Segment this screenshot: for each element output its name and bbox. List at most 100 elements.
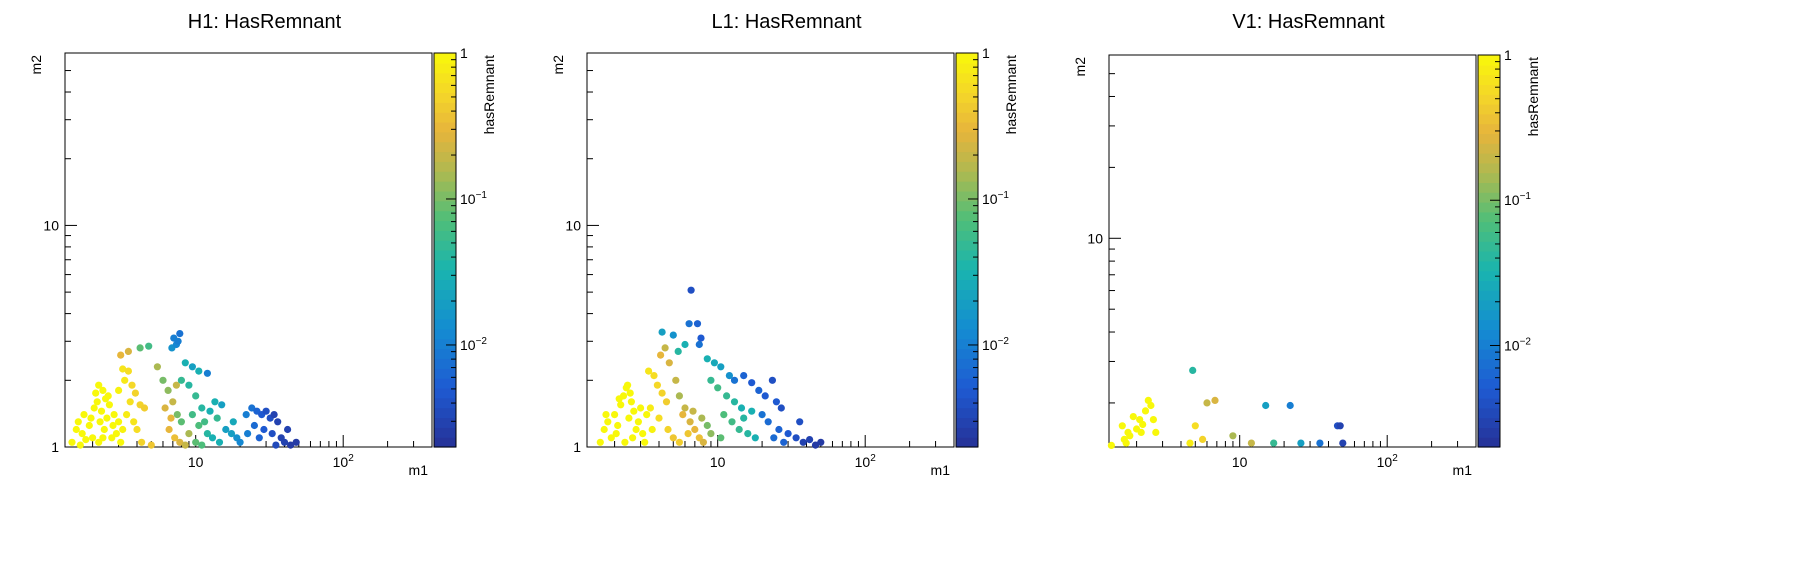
colorbar-band xyxy=(434,397,456,409)
data-point xyxy=(717,363,725,371)
data-point xyxy=(206,407,214,415)
colorbar-frame xyxy=(955,52,979,448)
colorbar-band xyxy=(434,102,456,113)
data-point xyxy=(1118,422,1126,430)
data-point xyxy=(121,376,129,384)
data-point xyxy=(236,438,244,446)
data-point xyxy=(1286,401,1294,410)
colorbar-band xyxy=(1478,211,1500,223)
data-point xyxy=(697,334,705,342)
colorbar-band xyxy=(956,240,978,251)
data-point xyxy=(811,441,820,449)
data-point xyxy=(761,392,769,400)
data-point xyxy=(689,407,697,415)
data-point xyxy=(119,425,127,434)
colorbar-band xyxy=(1478,74,1500,85)
plot-frame xyxy=(586,52,955,448)
data-point xyxy=(600,425,608,434)
data-point xyxy=(188,411,196,419)
data-point xyxy=(176,330,184,338)
colorbar-band xyxy=(956,171,978,182)
data-point xyxy=(679,411,687,419)
data-point xyxy=(653,381,662,389)
data-point xyxy=(1139,420,1147,429)
data-point xyxy=(639,430,647,438)
data-point xyxy=(198,404,206,412)
data-point xyxy=(198,441,206,449)
data-point xyxy=(675,438,684,446)
y-axis-label: m2 xyxy=(28,55,44,75)
colorbar-band xyxy=(956,141,978,153)
data-point xyxy=(685,320,693,328)
data-point xyxy=(764,418,772,426)
data-point xyxy=(177,376,185,384)
data-point xyxy=(1122,439,1130,447)
data-point xyxy=(735,425,743,434)
data-point xyxy=(133,425,141,434)
colorbar-band xyxy=(956,299,978,310)
colorbar-band xyxy=(1478,84,1500,95)
data-point xyxy=(85,421,93,430)
colorbar-tick-label: 10−1 xyxy=(982,190,1009,207)
colorbar-band xyxy=(1478,202,1500,213)
data-point xyxy=(203,369,211,377)
data-point xyxy=(723,392,731,400)
data-point xyxy=(720,411,728,419)
data-point xyxy=(272,441,280,449)
y-axis-label: m2 xyxy=(1072,57,1088,77)
data-point xyxy=(612,430,620,438)
colorbar-frame xyxy=(433,52,457,448)
y-axis-label: m2 xyxy=(550,55,566,75)
colorbar-band xyxy=(434,220,456,231)
colorbar-band xyxy=(434,171,456,182)
colorbar-band xyxy=(1478,349,1500,360)
data-point xyxy=(674,347,682,355)
colorbar-band xyxy=(434,348,456,359)
x-tick-label: 10 xyxy=(188,454,204,470)
colorbar-tick-label: 10−2 xyxy=(460,336,487,353)
colorbar-band xyxy=(956,72,978,84)
data-point xyxy=(657,351,665,359)
data-point xyxy=(621,438,629,446)
colorbar-band xyxy=(434,230,456,241)
chart-panel-1: H1: HasRemnant 10 102 1 10 m1 m2 1 10−1 10−2 hasRe… xyxy=(28,11,497,478)
data-point xyxy=(707,430,715,438)
data-point xyxy=(1297,439,1305,447)
data-point xyxy=(181,441,189,449)
colorbar: 1 10−1 10−2 hasRemnant xyxy=(1477,47,1541,448)
data-point xyxy=(681,404,689,412)
data-point xyxy=(687,286,695,294)
data-point xyxy=(698,414,706,422)
colorbar-band xyxy=(1478,280,1500,291)
data-point xyxy=(784,430,792,438)
data-point xyxy=(1141,407,1150,415)
data-point xyxy=(1189,366,1197,374)
data-point xyxy=(185,381,193,389)
data-point xyxy=(108,434,116,442)
data-point xyxy=(1191,422,1199,430)
colorbar-band xyxy=(956,378,978,389)
colorbar-band xyxy=(434,121,456,133)
data-point xyxy=(780,438,788,446)
data-point xyxy=(92,389,100,397)
data-point xyxy=(76,441,84,449)
data-point xyxy=(244,430,252,438)
data-point xyxy=(737,404,746,412)
colorbar-band xyxy=(1478,290,1500,301)
data-point xyxy=(89,434,97,442)
data-point xyxy=(274,418,282,426)
data-point xyxy=(669,434,677,442)
data-point xyxy=(124,367,132,375)
colorbar-band xyxy=(1478,417,1500,428)
colorbar-band xyxy=(956,437,978,448)
data-point xyxy=(703,355,711,363)
data-point xyxy=(643,411,651,419)
data-point xyxy=(772,398,781,406)
data-point xyxy=(126,398,134,406)
data-point xyxy=(109,421,117,430)
colorbar-band xyxy=(956,82,978,93)
data-point xyxy=(115,386,123,394)
colorbar-band xyxy=(1478,133,1500,144)
colorbar-band xyxy=(956,53,978,64)
